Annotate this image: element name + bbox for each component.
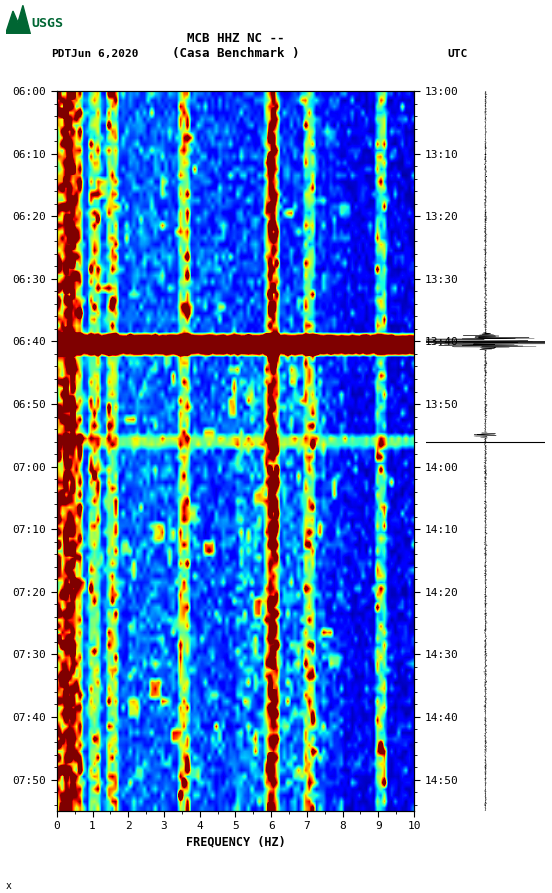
X-axis label: FREQUENCY (HZ): FREQUENCY (HZ) — [185, 836, 285, 848]
Text: UTC: UTC — [447, 48, 468, 59]
Polygon shape — [6, 5, 30, 34]
Text: USGS: USGS — [31, 17, 63, 29]
Text: MCB HHZ NC --: MCB HHZ NC -- — [187, 32, 284, 45]
Text: (Casa Benchmark ): (Casa Benchmark ) — [172, 47, 299, 60]
Text: x: x — [6, 880, 12, 890]
Text: PDT: PDT — [51, 48, 72, 59]
Text: Jun 6,2020: Jun 6,2020 — [71, 48, 138, 59]
